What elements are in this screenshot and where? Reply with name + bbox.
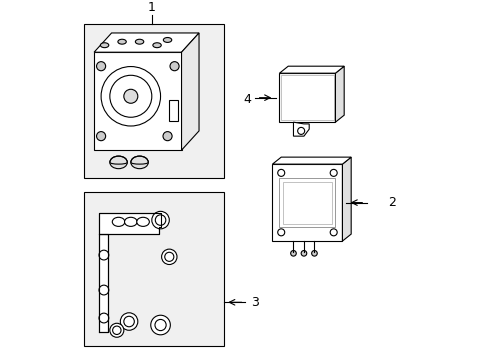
Ellipse shape — [135, 39, 143, 44]
Circle shape — [110, 75, 151, 117]
Ellipse shape — [137, 217, 149, 226]
Ellipse shape — [124, 217, 137, 226]
Circle shape — [151, 211, 169, 229]
Circle shape — [277, 229, 284, 236]
Circle shape — [101, 67, 160, 126]
Circle shape — [329, 229, 337, 236]
Ellipse shape — [131, 156, 148, 169]
Circle shape — [329, 169, 337, 176]
Circle shape — [155, 319, 166, 330]
Bar — [83, 192, 223, 346]
Polygon shape — [94, 33, 199, 52]
Text: 2: 2 — [387, 196, 395, 209]
Bar — [169, 100, 178, 121]
Polygon shape — [99, 234, 108, 332]
Ellipse shape — [163, 37, 171, 42]
Circle shape — [163, 132, 172, 141]
Bar — [281, 75, 333, 120]
Ellipse shape — [99, 313, 108, 323]
Bar — [83, 24, 223, 178]
Circle shape — [301, 251, 306, 256]
Polygon shape — [279, 66, 344, 73]
Bar — [272, 164, 342, 241]
Circle shape — [96, 62, 105, 71]
Text: 4: 4 — [243, 93, 251, 106]
Circle shape — [123, 316, 134, 327]
Circle shape — [110, 323, 123, 337]
Bar — [283, 181, 331, 224]
Circle shape — [96, 132, 105, 141]
Circle shape — [297, 127, 304, 134]
Ellipse shape — [99, 250, 108, 260]
Text: 1: 1 — [147, 1, 156, 14]
Polygon shape — [335, 66, 344, 122]
Ellipse shape — [112, 217, 124, 226]
Circle shape — [150, 315, 170, 335]
Text: 3: 3 — [251, 296, 259, 309]
Polygon shape — [342, 157, 350, 241]
Polygon shape — [99, 213, 160, 234]
Polygon shape — [181, 33, 199, 150]
Circle shape — [112, 326, 121, 334]
Circle shape — [277, 169, 284, 176]
Circle shape — [164, 252, 174, 261]
Bar — [279, 178, 335, 227]
Polygon shape — [293, 122, 308, 136]
Circle shape — [161, 249, 177, 265]
Circle shape — [123, 89, 138, 103]
Ellipse shape — [100, 43, 108, 48]
Bar — [279, 73, 335, 122]
Circle shape — [311, 251, 317, 256]
Bar — [94, 52, 181, 150]
Circle shape — [120, 313, 138, 330]
Circle shape — [155, 215, 165, 225]
Circle shape — [290, 251, 296, 256]
Ellipse shape — [118, 39, 126, 44]
Ellipse shape — [153, 43, 161, 48]
Polygon shape — [272, 157, 350, 164]
Circle shape — [170, 62, 179, 71]
Ellipse shape — [99, 285, 108, 295]
Ellipse shape — [110, 156, 127, 169]
